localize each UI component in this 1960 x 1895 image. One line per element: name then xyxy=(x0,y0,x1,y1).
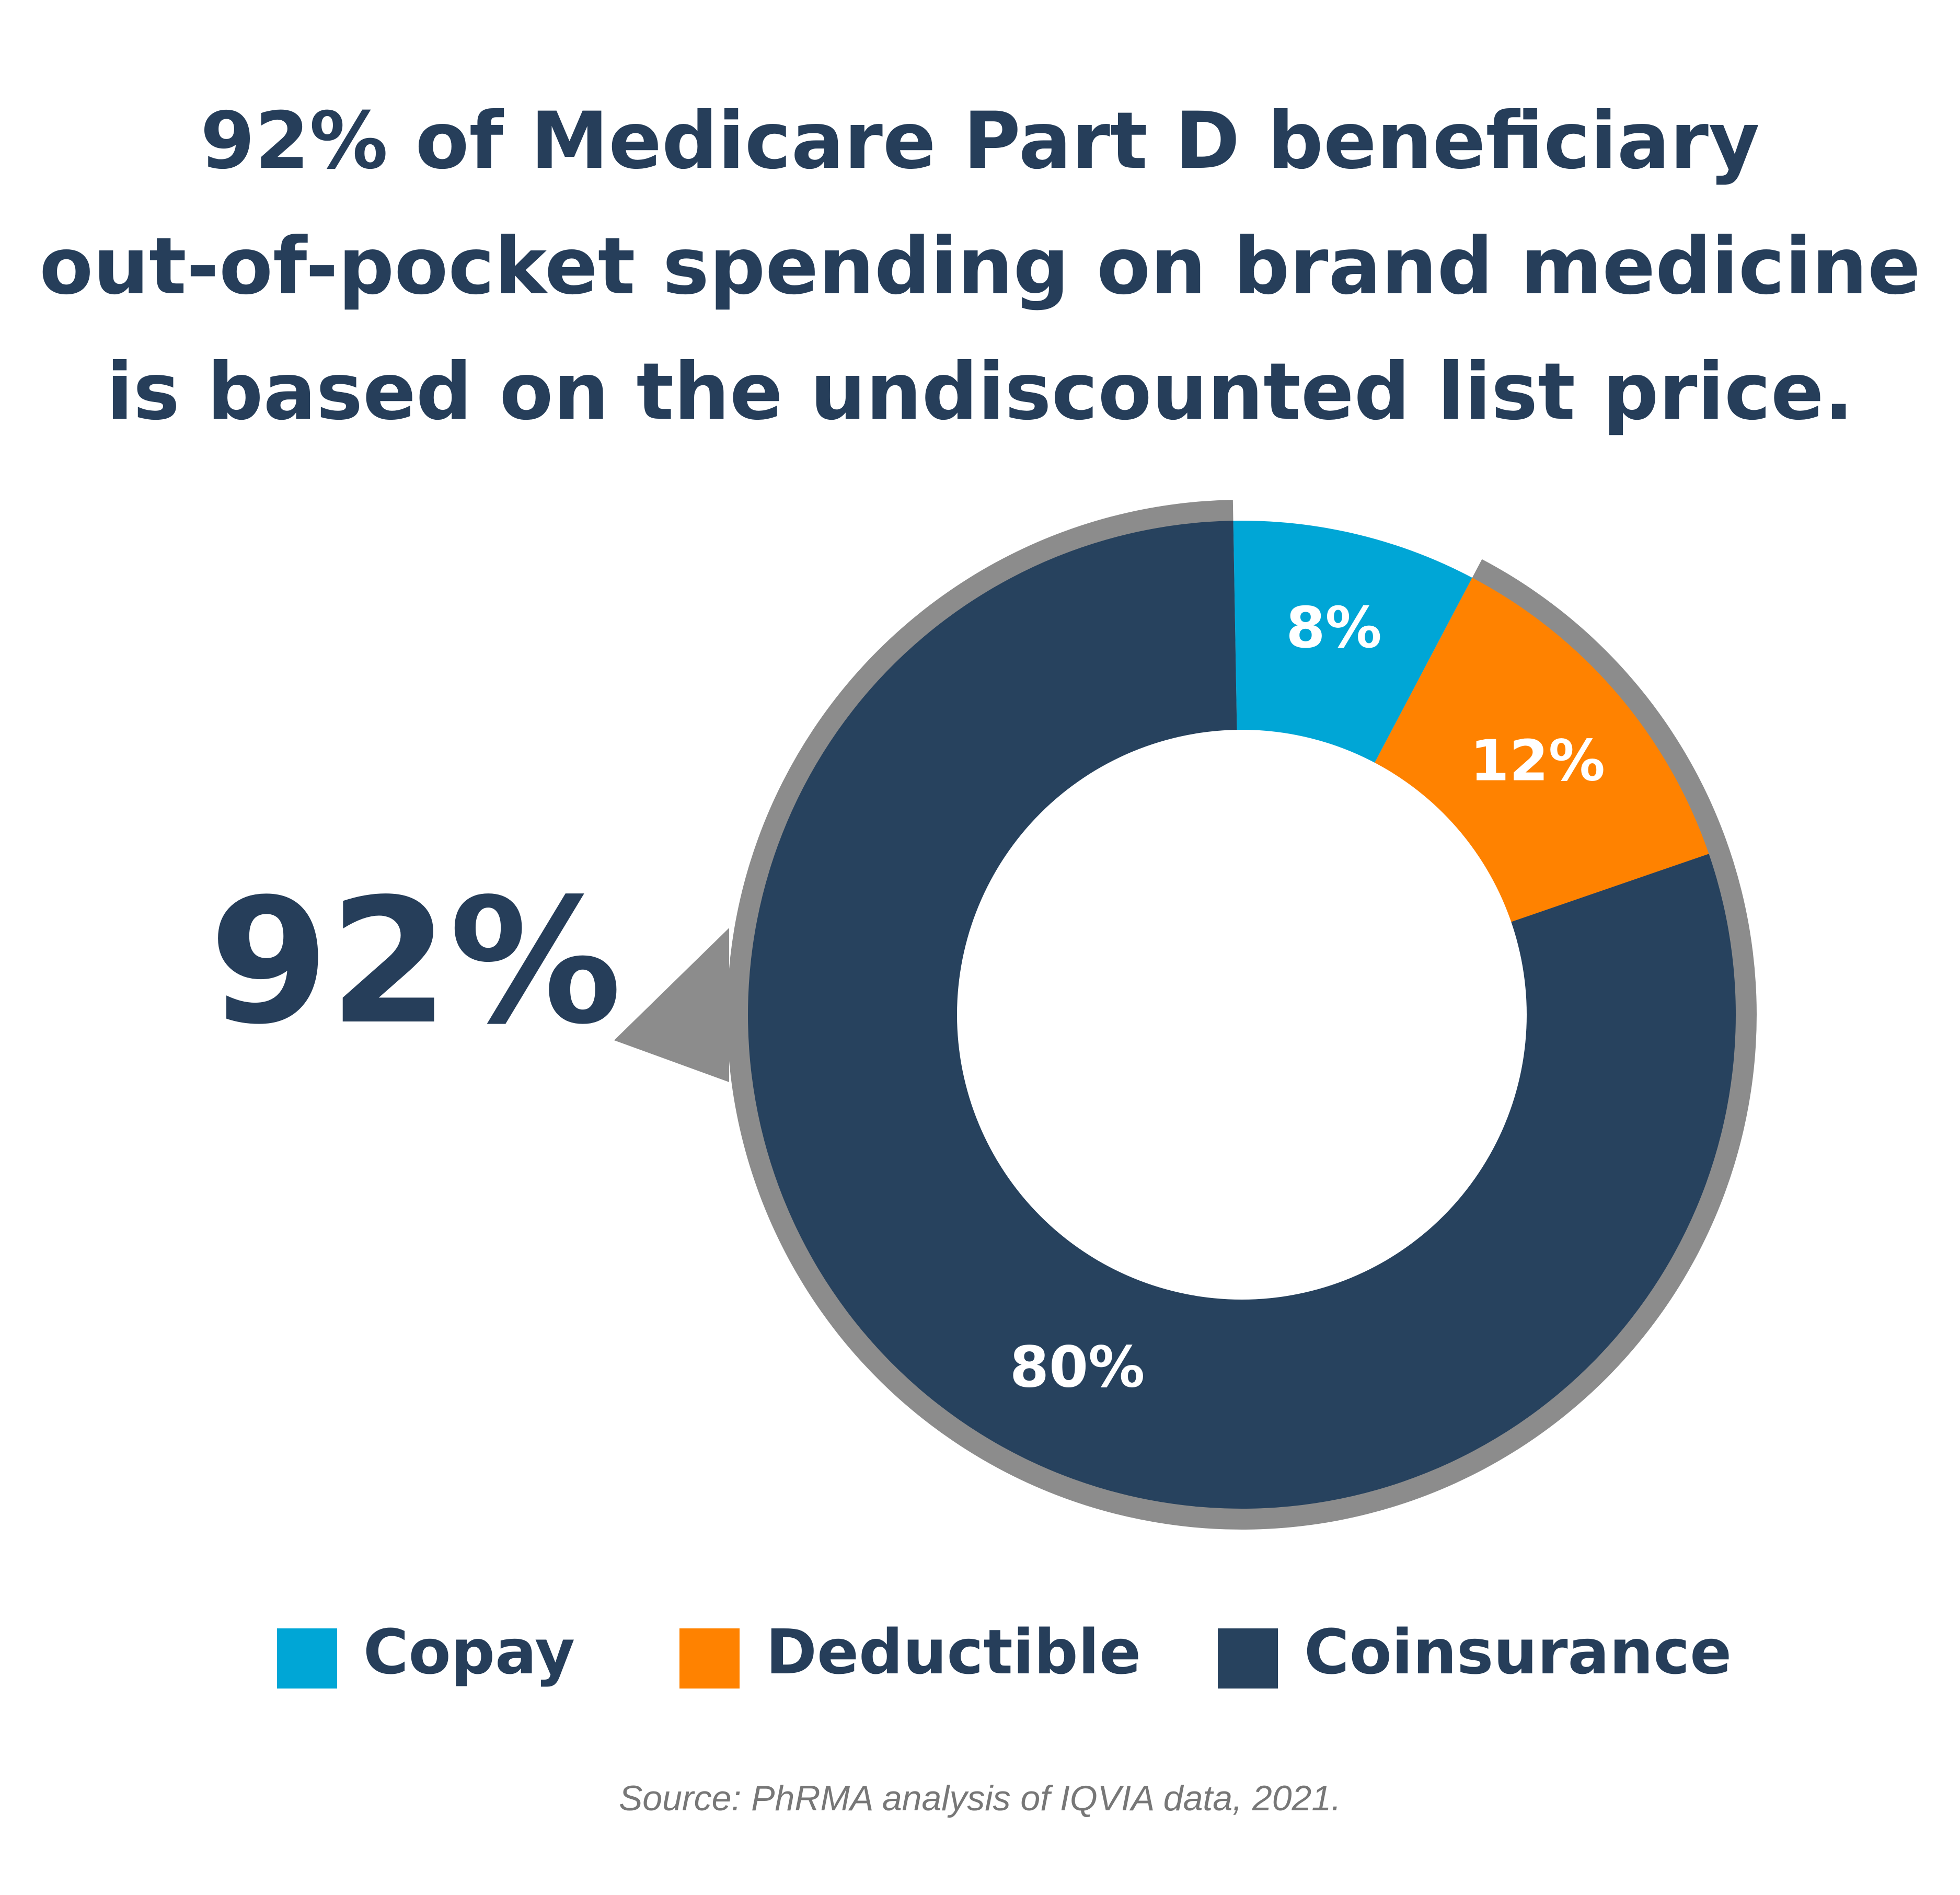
legend-label-copay: Copay xyxy=(363,1616,575,1688)
title-line-1: 92% of Medicare Part D beneficiary xyxy=(200,96,1760,187)
title-line-2: out-of-pocket spending on brand medicine xyxy=(39,221,1921,312)
highlight-callout-value: 92% xyxy=(209,862,622,1062)
legend-swatch-coinsurance xyxy=(1218,1628,1278,1689)
legend-swatch-copay xyxy=(277,1628,337,1689)
title-line-3: is based on the undiscounted list price. xyxy=(106,347,1854,438)
data-label-layer: 8% 12% 80% xyxy=(1010,595,1605,1400)
donut-hole xyxy=(957,730,1527,1300)
legend-label-coinsurance: Coinsurance xyxy=(1304,1616,1732,1688)
legend-label-deductible: Deductible xyxy=(766,1616,1142,1688)
chart-title: 92% of Medicare Part D beneficiary out-o… xyxy=(0,78,1960,455)
callout-pointer xyxy=(614,928,729,1082)
data-label-copay: 8% xyxy=(1286,595,1381,661)
source-note: Source: PhRMA analysis of IQVIA data, 20… xyxy=(618,1778,1342,1818)
data-label-deductible: 12% xyxy=(1470,729,1605,794)
data-label-coinsurance: 80% xyxy=(1010,1335,1145,1400)
legend-swatch-deductible xyxy=(679,1628,740,1689)
